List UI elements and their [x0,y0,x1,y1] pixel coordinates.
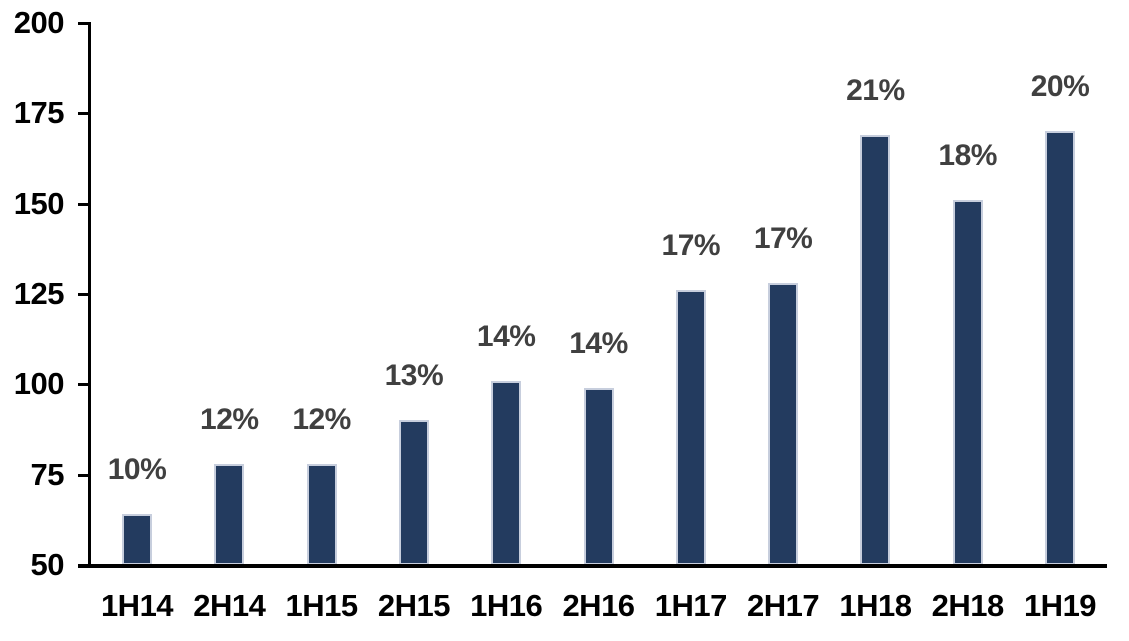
bar-value-label: 20% [1030,70,1090,104]
x-axis-tick-label: 1H19 [1023,588,1097,623]
bar [952,200,983,565]
bar-value-label: 12% [200,402,259,436]
bar [306,463,337,565]
bar [768,283,799,565]
y-axis-tick [78,202,91,206]
x-axis-line [78,564,1107,568]
bar [122,514,152,565]
y-axis-tick-label: 75 [30,456,65,492]
bar [214,463,245,565]
bar-value-label: 14% [569,326,628,360]
x-axis-tick-label: 1H16 [470,588,543,623]
x-axis-tick-label: 1H15 [285,588,359,623]
y-axis-tick [78,112,91,116]
x-axis-tick-label: 2H16 [562,588,635,623]
bar-value-label: 14% [476,319,536,353]
bar-value-label: 12% [292,402,351,436]
bar [675,290,706,565]
bar [860,135,891,565]
x-axis-tick-label: 1H17 [654,588,728,623]
bar-value-label: 10% [107,453,167,487]
x-axis-tick-label: 1H18 [839,588,912,623]
x-axis-tick-label: 1H14 [100,588,174,623]
bar [398,420,429,565]
bar-value-label: 17% [753,222,813,256]
y-axis-tick-label: 125 [13,276,65,311]
bar-value-label: 18% [938,139,997,173]
x-axis-tick-label: 2H14 [193,588,266,623]
y-axis-tick [78,22,91,25]
bar [583,387,614,565]
y-axis-tick-label: 175 [13,95,65,131]
y-axis-tick-label: 100 [13,366,65,402]
bar-value-label: 21% [846,74,905,107]
y-axis-tick-label: 200 [13,5,65,40]
bar [491,380,522,565]
y-axis-tick-label: 50 [30,547,65,582]
bar-value-label: 13% [384,359,444,393]
bar-value-label: 17% [661,229,721,263]
x-axis-tick-label: 2H17 [747,588,820,623]
x-axis-tick-label: 2H18 [931,588,1005,623]
y-axis-tick [78,473,91,477]
y-axis-tick-label: 150 [13,185,65,221]
bar [1045,131,1075,565]
x-axis-tick-label: 2H15 [377,588,451,623]
y-axis-tick [78,293,91,296]
y-axis-tick [78,383,91,387]
